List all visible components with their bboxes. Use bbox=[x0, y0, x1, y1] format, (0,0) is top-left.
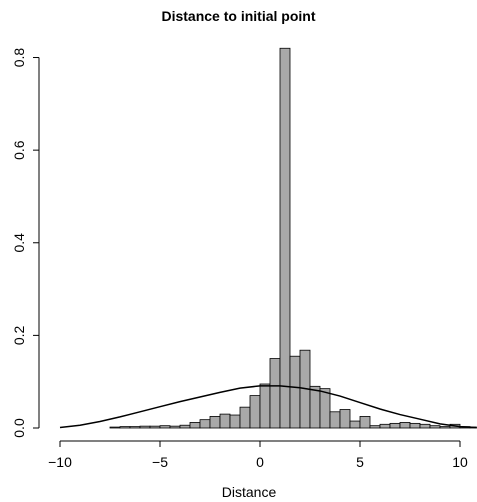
histogram-bar bbox=[329, 411, 341, 429]
histogram-bar bbox=[319, 388, 331, 429]
histogram-bar bbox=[209, 416, 221, 429]
histogram-bar bbox=[269, 358, 281, 429]
histogram-bar bbox=[119, 426, 131, 429]
x-tick-label: −10 bbox=[48, 454, 72, 470]
histogram-bar bbox=[309, 385, 321, 429]
y-tick-label: 0.0 bbox=[11, 418, 27, 438]
y-axis-ticks: 0.0 0.2 0.4 0.6 0.8 bbox=[11, 48, 39, 438]
histogram-bar bbox=[189, 422, 201, 429]
density-curve bbox=[59, 385, 477, 429]
histogram-bar bbox=[339, 409, 351, 429]
histogram-bar bbox=[229, 414, 241, 429]
histogram-bar bbox=[179, 424, 191, 429]
histogram-bar bbox=[169, 425, 181, 429]
x-axis-label: Distance bbox=[222, 484, 277, 500]
chart-title: Distance to initial point bbox=[161, 8, 315, 24]
y-tick-label: 0.4 bbox=[11, 233, 27, 253]
histogram-bar bbox=[419, 423, 431, 429]
x-tick-label: −5 bbox=[152, 454, 168, 470]
histogram-bar bbox=[359, 416, 371, 429]
histogram-bar bbox=[349, 420, 361, 429]
y-tick-label: 0.2 bbox=[11, 325, 27, 345]
histogram-bars bbox=[109, 47, 477, 429]
histogram-bar bbox=[219, 413, 231, 429]
histogram-bar bbox=[279, 47, 291, 429]
x-axis-ticks: −10 −5 0 5 10 bbox=[48, 441, 468, 470]
histogram-bar bbox=[429, 425, 441, 429]
x-tick-label: 5 bbox=[356, 454, 364, 470]
x-tick-label: 0 bbox=[256, 454, 264, 470]
y-tick-label: 0.6 bbox=[11, 140, 27, 160]
histogram-bar bbox=[149, 425, 161, 429]
histogram-bar bbox=[159, 425, 171, 429]
histogram-bar bbox=[109, 426, 121, 429]
histogram-bar bbox=[259, 383, 271, 429]
histogram-bar bbox=[289, 355, 301, 429]
histogram-bar bbox=[389, 422, 401, 429]
histogram-bar bbox=[249, 395, 261, 429]
x-tick-label: 10 bbox=[452, 454, 468, 470]
histogram-bar bbox=[409, 422, 421, 429]
histogram-bar bbox=[239, 406, 251, 429]
histogram-bar bbox=[199, 419, 211, 429]
histogram-bar bbox=[439, 426, 451, 429]
histogram-bar bbox=[139, 425, 151, 429]
y-tick-label: 0.8 bbox=[11, 48, 27, 68]
histogram-bar bbox=[129, 426, 141, 429]
histogram-bar bbox=[369, 425, 381, 429]
histogram-bar bbox=[399, 422, 411, 429]
histogram-bar bbox=[379, 423, 391, 429]
